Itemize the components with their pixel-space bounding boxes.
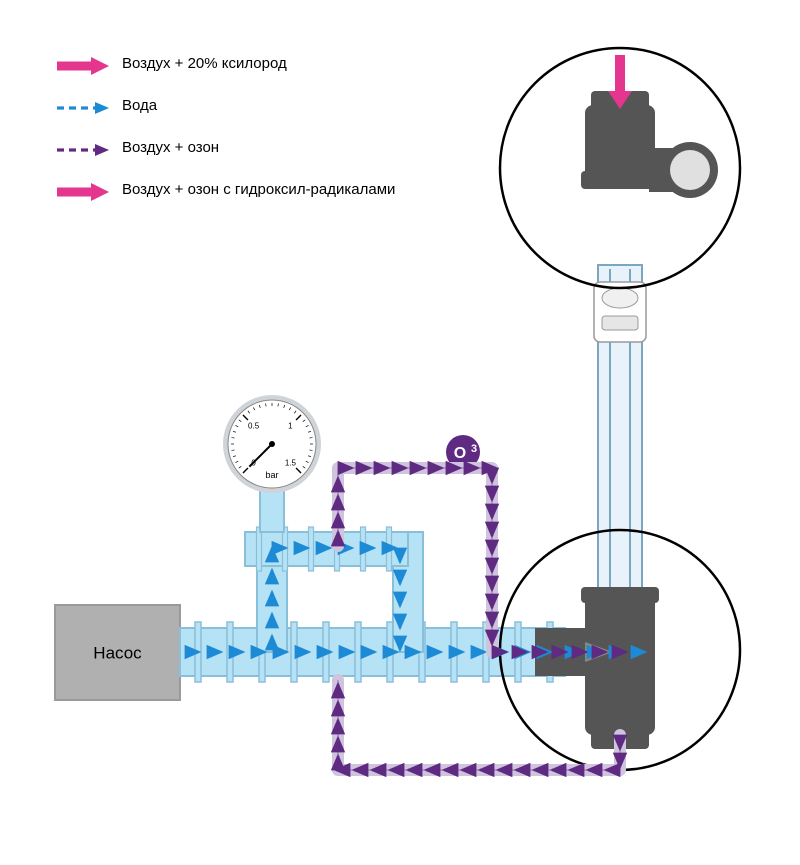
svg-text:1: 1	[288, 422, 293, 431]
legend: Воздух + 20% ксилород Вода Воздух + озон Во…	[55, 55, 395, 223]
legend-arrow-icon	[55, 55, 110, 77]
legend-arrow-icon	[55, 181, 110, 203]
legend-item-2: Воздух + озон	[55, 139, 395, 161]
legend-label: Воздух + 20% ксилород	[122, 55, 287, 74]
legend-label: Воздух + озон с гидроксил-радикалами	[122, 181, 395, 200]
gauge-unit-label: bar	[265, 470, 278, 480]
pump-label: Насос	[93, 644, 142, 663]
legend-item-1: Вода	[55, 97, 395, 119]
legend-arrow-icon	[55, 97, 110, 119]
legend-label: Вода	[122, 97, 157, 116]
svg-text:3: 3	[471, 443, 477, 455]
legend-arrow-icon	[55, 139, 110, 161]
device-bottom-fitting	[585, 595, 655, 735]
legend-item-0: Воздух + 20% ксилород	[55, 55, 395, 77]
svg-text:0.5: 0.5	[248, 422, 260, 431]
legend-label: Воздух + озон	[122, 139, 219, 158]
svg-text:1.5: 1.5	[285, 458, 297, 467]
legend-item-3: Воздух + озон с гидроксил-радикалами	[55, 181, 395, 203]
ozone-tube-return	[338, 680, 620, 770]
svg-text:O: O	[454, 445, 466, 462]
